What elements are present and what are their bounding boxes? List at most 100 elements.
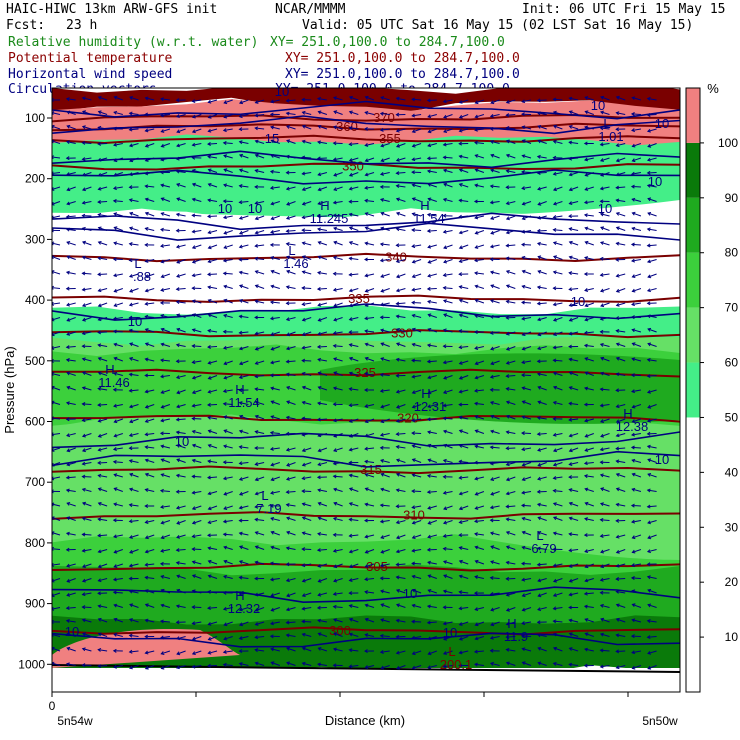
- circulation-vector: [442, 389, 453, 394]
- circulation-vector: [458, 621, 469, 626]
- circulation-vector: [191, 360, 202, 365]
- circulation-vector: [332, 141, 343, 146]
- circulation-vector: [269, 373, 280, 378]
- circulation-vector: [474, 662, 484, 667]
- circulation-vector: [348, 256, 359, 261]
- circulation-vector: [427, 636, 437, 641]
- circulation-vector: [600, 563, 610, 569]
- y-tick-label: 700: [25, 475, 45, 489]
- circulation-vector: [144, 618, 155, 623]
- circulation-vector: [238, 649, 249, 654]
- circulation-vector: [584, 125, 594, 130]
- circulation-vector: [568, 172, 579, 177]
- circulation-vector: [380, 96, 390, 101]
- circulation-vector: [191, 197, 202, 202]
- circulation-vector: [81, 213, 92, 218]
- circulation-vector: [207, 491, 218, 496]
- circulation-vector: [426, 417, 437, 422]
- circulation-vector: [631, 563, 641, 568]
- circulation-vector: [175, 561, 186, 565]
- circulation-vector: [599, 387, 610, 392]
- circulation-vector: [301, 155, 312, 160]
- circulation-vector: [207, 621, 218, 626]
- circulation-vector: [81, 186, 92, 192]
- circulation-vector: [238, 140, 249, 145]
- circulation-vector: [113, 502, 123, 507]
- circulation-vector: [584, 110, 594, 115]
- circulation-vector: [254, 315, 265, 320]
- circulation-vector: [301, 578, 312, 583]
- circulation-vector: [568, 488, 579, 492]
- circulation-vector: [254, 256, 265, 261]
- circulation-vector: [615, 316, 626, 321]
- circulation-vector: [631, 404, 642, 409]
- circulation-vector: [348, 591, 359, 596]
- circulation-vector: [52, 633, 61, 637]
- theta-contour-label: 315: [360, 462, 382, 477]
- circulation-vector: [426, 98, 437, 103]
- circulation-vector: [615, 446, 626, 451]
- circulation-vector: [473, 199, 484, 204]
- circulation-vector: [646, 259, 657, 264]
- circulation-vector: [646, 170, 657, 175]
- x-tick-label: 0: [49, 699, 56, 713]
- theta-contour-label: 370: [373, 110, 395, 125]
- circulation-vector: [458, 389, 469, 394]
- circulation-vector: [175, 359, 186, 364]
- circulation-vector: [285, 154, 296, 159]
- circulation-vector: [489, 661, 500, 666]
- circulation-vector: [537, 447, 547, 452]
- terrain-line: [52, 664, 680, 673]
- circulation-vector: [238, 270, 249, 275]
- circulation-vector: [144, 184, 155, 189]
- circulation-vector: [348, 356, 359, 362]
- circulation-vector: [160, 575, 171, 579]
- circulation-vector: [65, 345, 76, 350]
- circulation-vector: [395, 520, 406, 525]
- circulation-vector: [144, 288, 155, 293]
- circulation-vector: [144, 575, 155, 580]
- circulation-vector: [144, 603, 155, 608]
- circulation-vector: [301, 416, 312, 421]
- circulation-vector: [285, 372, 296, 377]
- circulation-vector: [66, 592, 76, 597]
- circulation-vector: [364, 446, 375, 451]
- circulation-vector: [66, 110, 76, 115]
- circulation-vector: [254, 346, 265, 351]
- circulation-vector: [129, 418, 139, 424]
- circulation-vector: [285, 215, 296, 220]
- circulation-vector: [631, 328, 642, 333]
- circulation-vector: [536, 301, 547, 306]
- circulation-vector: [65, 227, 76, 232]
- circulation-vector: [191, 213, 202, 218]
- circulation-vector: [411, 358, 422, 363]
- circulation-vector: [395, 562, 406, 567]
- circulation-vector: [458, 313, 469, 318]
- circulation-vector: [427, 114, 437, 119]
- circulation-vector: [270, 386, 280, 391]
- circulation-vector: [552, 432, 563, 437]
- circulation-vector: [238, 230, 249, 235]
- colorbar-segment: [686, 307, 700, 363]
- circulation-vector: [52, 592, 61, 598]
- circulation-vector: [411, 561, 422, 566]
- circulation-vector: [301, 476, 312, 481]
- circulation-vector: [411, 97, 422, 102]
- circulation-vector: [395, 112, 406, 117]
- circulation-vector: [238, 346, 249, 351]
- circulation-vector: [364, 372, 375, 376]
- circulation-vector: [490, 491, 500, 496]
- circulation-vector: [128, 618, 139, 623]
- circulation-vector: [175, 98, 186, 103]
- circulation-vector: [52, 346, 61, 350]
- circulation-vector: [568, 563, 579, 568]
- circulation-vector: [552, 139, 563, 144]
- circulation-vector: [112, 257, 123, 262]
- circulation-vector: [411, 635, 422, 640]
- circulation-vector: [584, 563, 594, 569]
- circulation-vector: [207, 244, 218, 250]
- circulation-vector: [317, 632, 328, 637]
- circulation-vector: [537, 215, 547, 220]
- circulation-vector: [411, 197, 422, 202]
- circulation-vector: [364, 459, 375, 464]
